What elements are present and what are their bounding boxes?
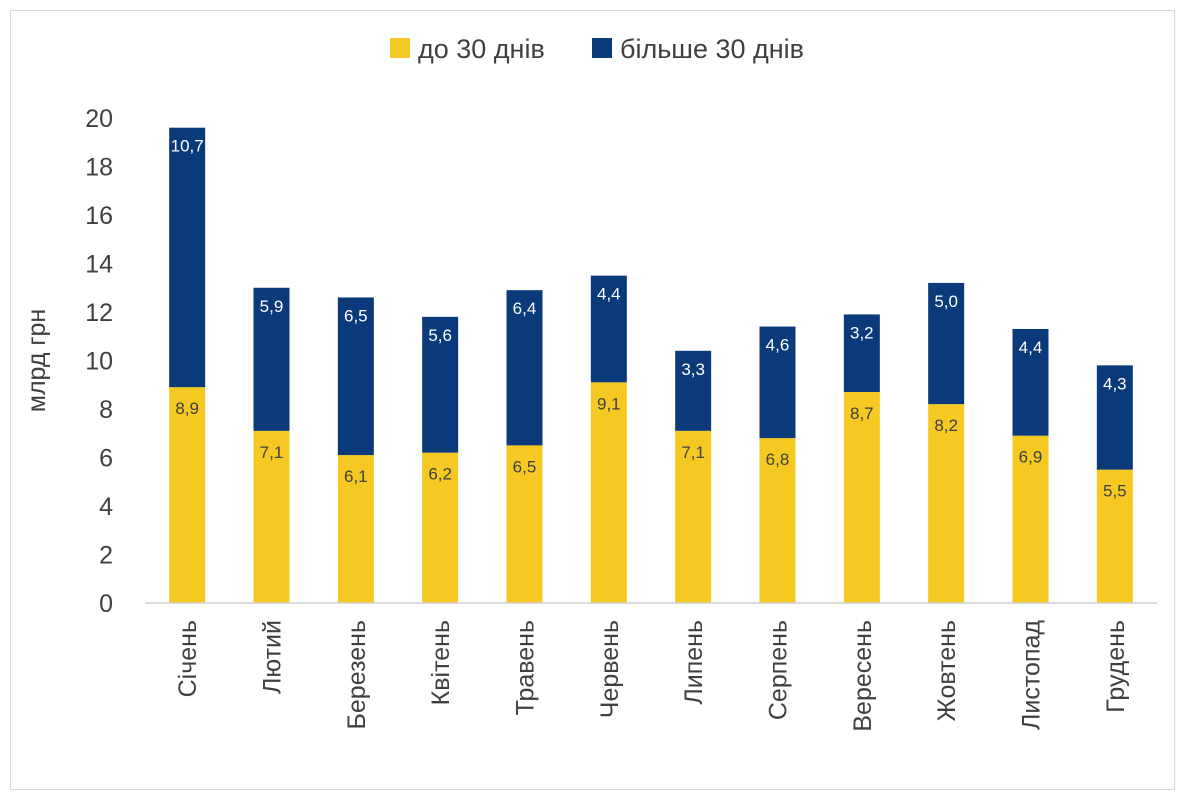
bar-segment (590, 275, 627, 383)
legend-swatch-2 (592, 38, 612, 58)
bar-segment (506, 445, 543, 603)
data-label: 10,7 (171, 137, 204, 156)
bar-segment (1012, 328, 1049, 436)
x-category-label: Травень (512, 620, 540, 715)
data-label: 6,9 (1019, 448, 1043, 467)
y-tick-label: 8 (99, 396, 113, 424)
data-label: 3,3 (681, 360, 705, 379)
data-label: 7,1 (681, 443, 705, 462)
data-label: 6,5 (513, 457, 537, 476)
x-category-label: Серпень (765, 620, 793, 720)
x-category-label: Вересень (849, 620, 877, 732)
data-label: 5,6 (428, 326, 452, 345)
y-tick-label: 18 (85, 154, 113, 182)
data-label: 4,6 (766, 336, 790, 355)
y-tick-label: 20 (85, 105, 113, 133)
data-label: 5,9 (260, 297, 284, 316)
data-label: 4,4 (597, 285, 621, 304)
bar-segment (337, 455, 374, 603)
y-axis-title: млрд грн (23, 309, 51, 412)
x-category-label: Червень (596, 620, 624, 718)
bar-segment (928, 404, 965, 603)
x-category-label: Лютий (259, 620, 287, 694)
x-category-label: Березень (343, 620, 371, 730)
data-label: 5,5 (1103, 482, 1127, 501)
data-label: 4,4 (1019, 338, 1043, 357)
legend-swatch-1 (390, 38, 410, 58)
data-label: 3,2 (850, 323, 874, 342)
bar-segment (169, 387, 206, 603)
data-label: 8,9 (175, 399, 199, 418)
bar-segment (253, 287, 290, 431)
data-label: 6,8 (766, 450, 790, 469)
y-tick-label: 2 (99, 542, 113, 570)
data-label: 8,2 (934, 416, 958, 435)
bar-segment (843, 314, 880, 393)
data-label: 5,0 (934, 292, 958, 311)
x-category-label: Липень (680, 620, 708, 705)
legend-label-1: до 30 днів (418, 34, 545, 64)
bar-segment (759, 438, 796, 603)
data-label: 7,1 (260, 443, 284, 462)
bar-segment (675, 350, 712, 431)
bar-segment (422, 316, 459, 453)
bar-segment (422, 452, 459, 603)
bar-segment (675, 430, 712, 603)
y-tick-label: 14 (85, 251, 113, 279)
legend-label-2: більше 30 днів (620, 34, 804, 64)
y-tick-label: 0 (99, 590, 113, 618)
x-category-label: Листопад (1018, 620, 1046, 730)
y-tick-label: 6 (99, 445, 113, 473)
x-category-label: Січень (174, 620, 202, 697)
data-label: 4,3 (1103, 374, 1127, 393)
x-category-label: Квітень (427, 620, 455, 705)
bar-segment (759, 326, 796, 439)
data-label: 6,2 (428, 465, 452, 484)
bar-segment (506, 290, 543, 446)
y-tick-label: 4 (99, 493, 113, 521)
data-label: 9,1 (597, 394, 621, 413)
bar-segment (843, 392, 880, 603)
x-category-label: Грудень (1102, 620, 1130, 713)
bar-segment (169, 127, 206, 388)
data-label: 6,1 (344, 467, 368, 486)
data-label: 8,7 (850, 404, 874, 423)
x-category-label: Жовтень (933, 620, 961, 721)
bar-segment (337, 297, 374, 456)
y-tick-label: 12 (85, 299, 113, 327)
bar-segment (590, 382, 627, 603)
y-tick-label: 10 (85, 348, 113, 376)
bar-segment (1096, 469, 1133, 603)
data-label: 6,5 (344, 306, 368, 325)
data-label: 6,4 (513, 299, 537, 318)
bar-segment (253, 430, 290, 603)
bar-segment (1096, 365, 1133, 470)
y-tick-label: 16 (85, 202, 113, 230)
bar-segment (928, 282, 965, 405)
bar-segment (1012, 435, 1049, 603)
